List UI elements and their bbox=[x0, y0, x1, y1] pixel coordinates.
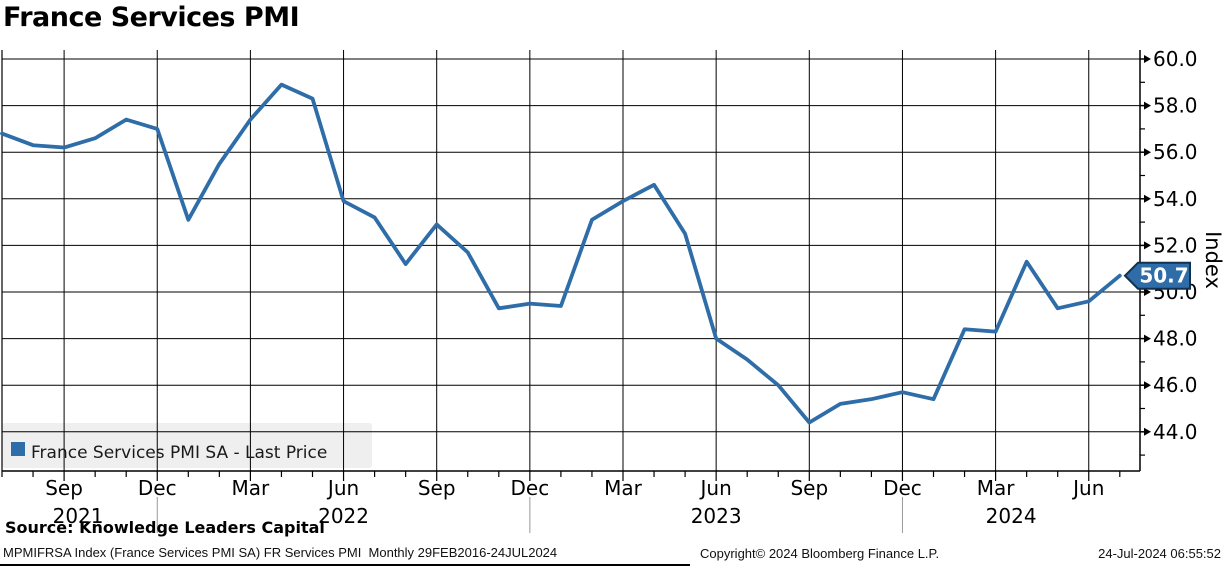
year-label: 2022 bbox=[318, 504, 369, 528]
y-tick-arrow bbox=[1144, 381, 1151, 390]
y-tick-arrow bbox=[1144, 101, 1151, 110]
x-tick-label: Sep bbox=[790, 476, 828, 500]
last-price-label: 50.7 bbox=[1139, 264, 1188, 288]
source-attribution: Source: Knowledge Leaders Capital bbox=[5, 518, 325, 537]
y-tick-label: 52.0 bbox=[1153, 233, 1198, 257]
x-tick-label: Dec bbox=[883, 476, 922, 500]
y-tick-label: 48.0 bbox=[1153, 327, 1198, 351]
legend-swatch bbox=[11, 442, 25, 456]
x-tick-label: Jun bbox=[326, 476, 359, 500]
x-tick-label: Sep bbox=[418, 476, 456, 500]
y-tick-label: 44.0 bbox=[1153, 420, 1198, 444]
x-tick-label: Jun bbox=[1071, 476, 1104, 500]
year-label: 2021 bbox=[53, 504, 104, 528]
x-tick-label: Jun bbox=[699, 476, 732, 500]
x-tick-label: Sep bbox=[45, 476, 83, 500]
y-tick-arrow bbox=[1144, 334, 1151, 343]
pmi-line-series bbox=[0, 82, 1122, 425]
year-label: 2023 bbox=[691, 504, 742, 528]
year-label: 2024 bbox=[986, 504, 1037, 528]
window-edge-strip bbox=[0, 564, 690, 566]
y-tick-label: 56.0 bbox=[1153, 140, 1198, 164]
y-tick-label: 46.0 bbox=[1153, 373, 1198, 397]
x-tick-label: Mar bbox=[977, 476, 1016, 500]
legend-box bbox=[2, 423, 372, 468]
y-tick-label: 60.0 bbox=[1153, 47, 1198, 71]
x-tick-label: Mar bbox=[604, 476, 643, 500]
y-tick-arrow bbox=[1144, 427, 1151, 436]
last-price-flag bbox=[1123, 261, 1191, 290]
chart-title: France Services PMI bbox=[3, 2, 300, 33]
copyright-notice: Copyright© 2024 Bloomberg Finance L.P. bbox=[700, 546, 940, 561]
legend-label: France Services PMI SA - Last Price bbox=[31, 443, 327, 463]
y-tick-arrow bbox=[1144, 55, 1151, 63]
x-tick-label: Dec bbox=[510, 476, 549, 500]
x-tick-label: Dec bbox=[138, 476, 177, 500]
y-tick-arrow bbox=[1144, 288, 1151, 296]
y-tick-arrow bbox=[1144, 194, 1151, 203]
y-tick-label: 58.0 bbox=[1153, 94, 1198, 118]
security-description: MPMIFRSA Index (France Services PMI SA) … bbox=[3, 545, 558, 560]
y-axis-title: Index bbox=[1201, 231, 1224, 289]
chart-timestamp: 24-Jul-2024 06:55:52 bbox=[1098, 546, 1221, 561]
x-tick-label: Mar bbox=[232, 476, 271, 500]
y-tick-label: 54.0 bbox=[1153, 187, 1198, 211]
y-tick-arrow bbox=[1144, 241, 1151, 250]
y-tick-arrow bbox=[1144, 148, 1151, 157]
